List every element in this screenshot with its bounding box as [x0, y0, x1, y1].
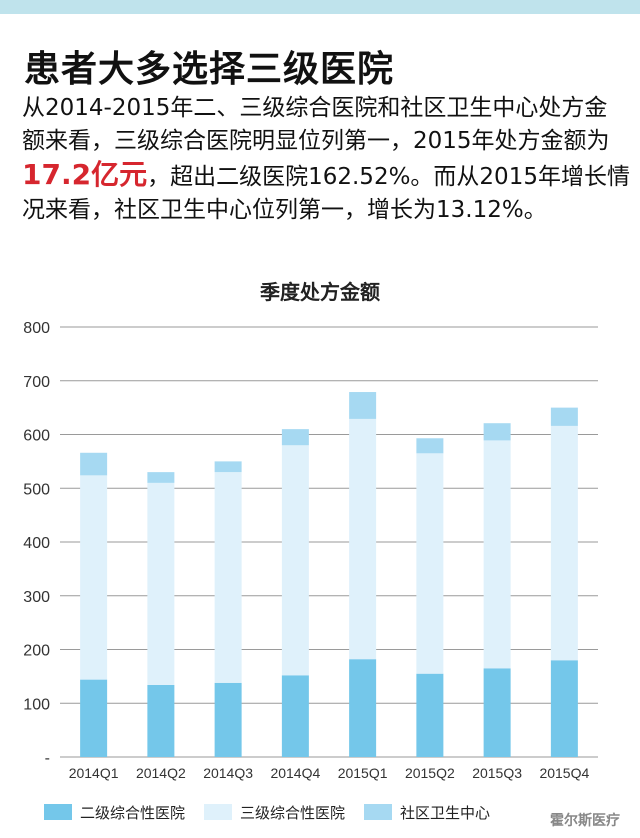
bar-secondary-hospital [483, 668, 511, 757]
bar-tertiary-hospital [80, 475, 108, 680]
x-tick-label: 2014Q4 [270, 765, 320, 781]
x-tick-label: 2015Q2 [405, 765, 455, 781]
bar-tertiary-hospital [147, 482, 175, 685]
x-tick-label: 2015Q4 [539, 765, 589, 781]
bar-tertiary-hospital [483, 440, 511, 669]
legend-label-tertiary: 三级综合性医院 [240, 804, 346, 822]
y-tick-label: 600 [23, 428, 50, 445]
bar-community-center [349, 392, 377, 419]
bar-community-center [147, 472, 175, 483]
y-tick-label: 100 [23, 696, 50, 713]
summary-text-part1: 从2014-2015年二、三级综合医院和社区卫生中心处方金额来看，三级综合医院明… [22, 95, 610, 154]
legend-swatch-community [364, 804, 392, 820]
legend-swatch-secondary [44, 804, 72, 820]
bar-community-center [281, 429, 309, 446]
bar-community-center [483, 423, 511, 441]
legend-label-community: 社区卫生中心 [400, 804, 491, 822]
bar-community-center [416, 438, 444, 454]
bar-secondary-hospital [550, 660, 578, 757]
headline: 患者大多选择三级医院 [24, 49, 395, 90]
bar-tertiary-hospital [214, 472, 242, 683]
y-tick-label: 400 [23, 535, 50, 552]
bar-secondary-hospital [349, 659, 377, 757]
y-tick-label: 700 [23, 374, 50, 391]
summary-highlight-amount: 17.2亿元 [22, 158, 148, 191]
y-tick-label: 500 [23, 481, 50, 498]
bar-tertiary-hospital [416, 453, 444, 674]
y-tick-label: 200 [23, 643, 50, 660]
bar-secondary-hospital [214, 682, 242, 757]
bar-tertiary-hospital [349, 418, 377, 660]
bar-community-center [214, 461, 242, 473]
bar-secondary-hospital [416, 673, 444, 757]
watermark-logo-text: 霍尔斯医疗 [550, 813, 620, 829]
x-tick-label: 2014Q1 [69, 765, 119, 781]
bar-community-center [80, 452, 108, 476]
top-accent-bar [0, 0, 640, 14]
bar-tertiary-hospital [550, 425, 578, 661]
bar-secondary-hospital [80, 679, 108, 757]
bar-secondary-hospital [281, 675, 309, 757]
legend-label-secondary: 二级综合性医院 [80, 804, 186, 822]
chart-legend: 二级综合性医院 三级综合性医院 社区卫生中心 [44, 798, 640, 826]
y-tick-label: 800 [23, 320, 50, 337]
summary-text-part2: ，超出二级医院162.52%。而从2015年增长情况来看，社区卫生中心位列第一，… [22, 164, 630, 223]
x-tick-label: 2015Q3 [472, 765, 522, 781]
x-tick-label: 2015Q1 [338, 765, 388, 781]
x-tick-label: 2014Q3 [203, 765, 253, 781]
bar-secondary-hospital [147, 684, 175, 757]
chart-title: 季度处方金额 [260, 280, 380, 304]
legend-swatch-tertiary [204, 804, 232, 820]
x-tick-label: 2014Q2 [136, 765, 186, 781]
bar-community-center [550, 407, 578, 426]
summary-paragraph: 从2014-2015年二、三级综合医院和社区卫生中心处方金额来看，三级综合医院明… [22, 92, 630, 227]
y-tick-label: - [45, 750, 50, 767]
y-tick-label: 300 [23, 589, 50, 606]
bar-tertiary-hospital [281, 445, 309, 676]
